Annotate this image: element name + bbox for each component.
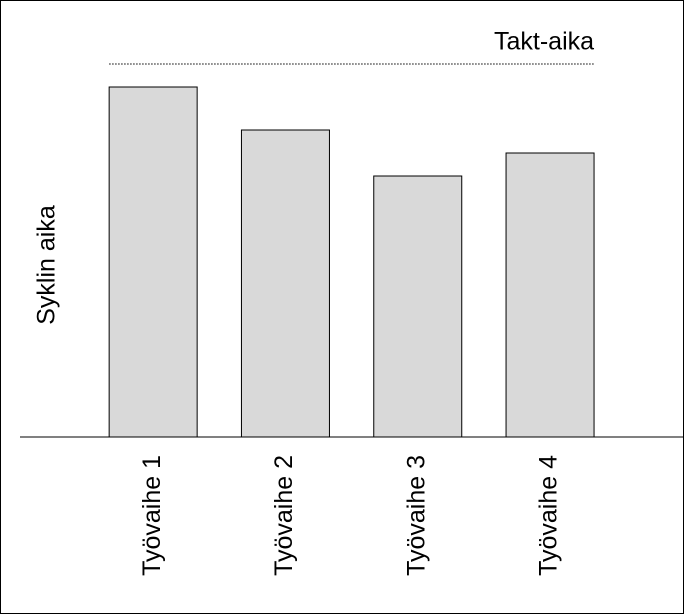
takt-label: Takt-aika bbox=[494, 28, 594, 56]
bar bbox=[373, 175, 463, 438]
x-tick-label: Työvaihe 4 bbox=[535, 455, 563, 576]
x-tick-label: Työvaihe 1 bbox=[138, 455, 166, 576]
x-tick-label: Työvaihe 2 bbox=[270, 455, 298, 576]
bar bbox=[240, 129, 330, 438]
y-axis-label: Syklin aika bbox=[33, 205, 61, 325]
bar bbox=[505, 152, 595, 438]
bar bbox=[108, 86, 198, 438]
x-tick-label: Työvaihe 3 bbox=[402, 455, 430, 576]
